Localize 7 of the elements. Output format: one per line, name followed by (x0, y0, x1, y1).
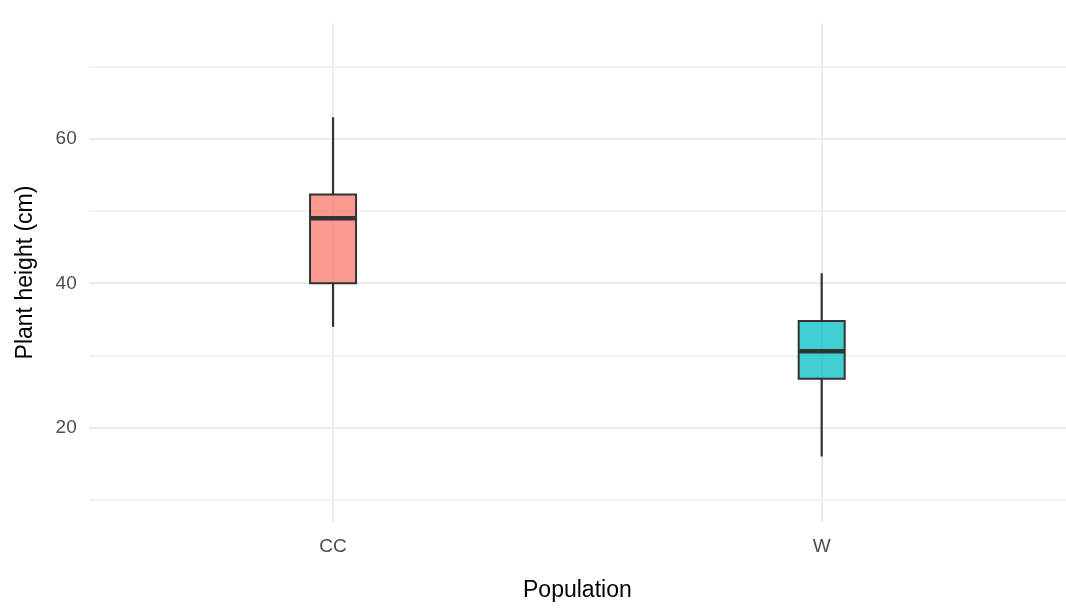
y-axis-title: Plant height (cm) (11, 185, 38, 360)
x-axis-title: Population (523, 575, 632, 602)
x-tick-label: W (812, 535, 831, 557)
y-tick-label: 40 (55, 271, 77, 293)
x-tick-label: CC (319, 535, 347, 557)
y-tick-label: 20 (55, 415, 77, 437)
y-tick-label: 60 (55, 127, 77, 149)
